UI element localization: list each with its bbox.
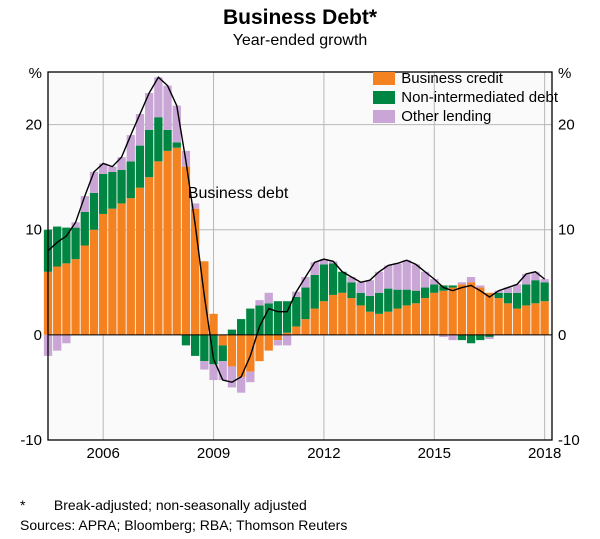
svg-text:2009: 2009 <box>197 445 230 462</box>
svg-text:10: 10 <box>558 222 575 239</box>
svg-text:20: 20 <box>25 117 42 134</box>
legend-swatch <box>373 72 395 85</box>
chart-title: Business Debt* <box>0 6 600 30</box>
legend: Business credit Non-intermediated debt O… <box>373 70 558 127</box>
svg-text:0: 0 <box>558 327 566 344</box>
legend-item: Non-intermediated debt <box>373 89 558 106</box>
legend-swatch <box>373 110 395 123</box>
chart-subtitle: Year-ended growth <box>0 32 600 50</box>
legend-label: Other lending <box>401 108 491 125</box>
svg-text:2012: 2012 <box>307 445 340 462</box>
legend-item: Business credit <box>373 70 558 87</box>
svg-text:%: % <box>558 65 571 82</box>
legend-label: Non-intermediated debt <box>401 89 558 106</box>
svg-text:2015: 2015 <box>418 445 451 462</box>
footnote-marker: * <box>20 497 50 513</box>
svg-text:2018: 2018 <box>528 445 561 462</box>
svg-text:-10: -10 <box>20 432 42 449</box>
svg-text:2006: 2006 <box>86 445 119 462</box>
sources-line: Sources: APRA; Bloomberg; RBA; Thomson R… <box>20 517 347 533</box>
svg-text:10: 10 <box>25 222 42 239</box>
svg-text:0: 0 <box>34 327 42 344</box>
svg-text:%: % <box>29 65 42 82</box>
legend-item: Other lending <box>373 108 558 125</box>
legend-swatch <box>373 91 395 104</box>
legend-label: Business credit <box>401 70 503 87</box>
footnote-text: Break-adjusted; non-seasonally adjusted <box>54 497 307 513</box>
svg-text:Business debt: Business debt <box>188 185 289 202</box>
footnote: * Break-adjusted; non-seasonally adjuste… <box>20 497 307 513</box>
svg-text:20: 20 <box>558 117 575 134</box>
chart-container: Business Debt* Year-ended growth %%-10-1… <box>0 6 600 539</box>
